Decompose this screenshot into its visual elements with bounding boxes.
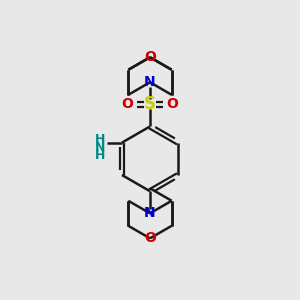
Text: S: S xyxy=(144,95,156,113)
Text: N: N xyxy=(95,141,105,154)
Text: O: O xyxy=(144,50,156,64)
Text: H: H xyxy=(95,148,105,161)
Text: N: N xyxy=(144,75,156,89)
Text: O: O xyxy=(122,98,133,111)
Text: H: H xyxy=(95,133,105,146)
Text: O: O xyxy=(167,98,178,111)
Text: N: N xyxy=(144,206,156,220)
Text: O: O xyxy=(144,231,156,245)
